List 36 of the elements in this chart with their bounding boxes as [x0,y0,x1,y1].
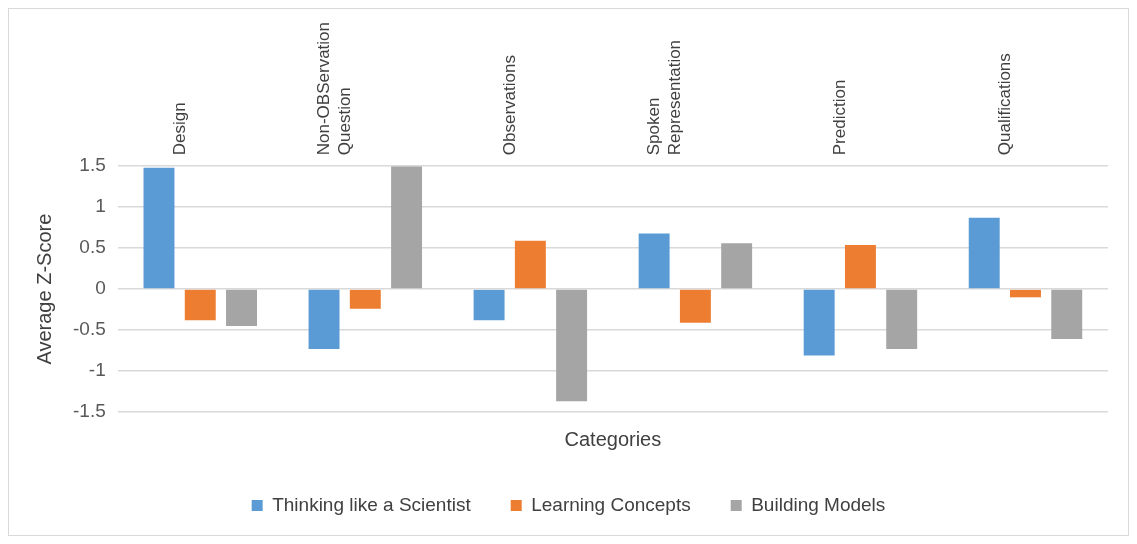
bar [184,289,216,321]
bar [391,166,423,289]
bar [721,243,753,289]
x-tick-label: Qualifications [994,53,1014,156]
bar [349,289,381,309]
x-tick-label: Non-OBServation Question [314,21,354,156]
legend-label: Learning Concepts [531,493,691,515]
y-tick-label: -1 [88,359,106,381]
x-tick-label: Observations [499,55,519,156]
bar [308,289,340,349]
x-tick-label: Design [169,102,189,156]
bar [226,289,257,326]
y-tick-label: 1 [95,195,106,217]
bar [143,167,175,289]
y-tick-label: -1.5 [72,400,106,422]
bar [968,217,1000,289]
y-tick-label: 0 [95,277,106,299]
bar [1010,289,1041,298]
x-tick-label: Spoken Representation [644,39,684,156]
bar [514,240,546,289]
y-tick-label: 0.5 [79,236,106,258]
bar [803,289,835,356]
bar [556,289,588,402]
bar [638,233,670,289]
y-axis-title: Average Z-Score [32,213,55,365]
bar [679,289,711,323]
y-tick-label: 1.5 [79,154,106,176]
bar [1051,289,1083,340]
bar [844,244,876,289]
x-tick-label: Prediction [829,79,849,156]
bar [886,289,918,349]
legend-label: Thinking like a Scientist [272,493,472,515]
x-axis-title: Categories [564,427,662,450]
legend-label: Building Models [751,493,886,515]
y-tick-label: -0.5 [72,318,106,340]
bar [473,289,505,321]
